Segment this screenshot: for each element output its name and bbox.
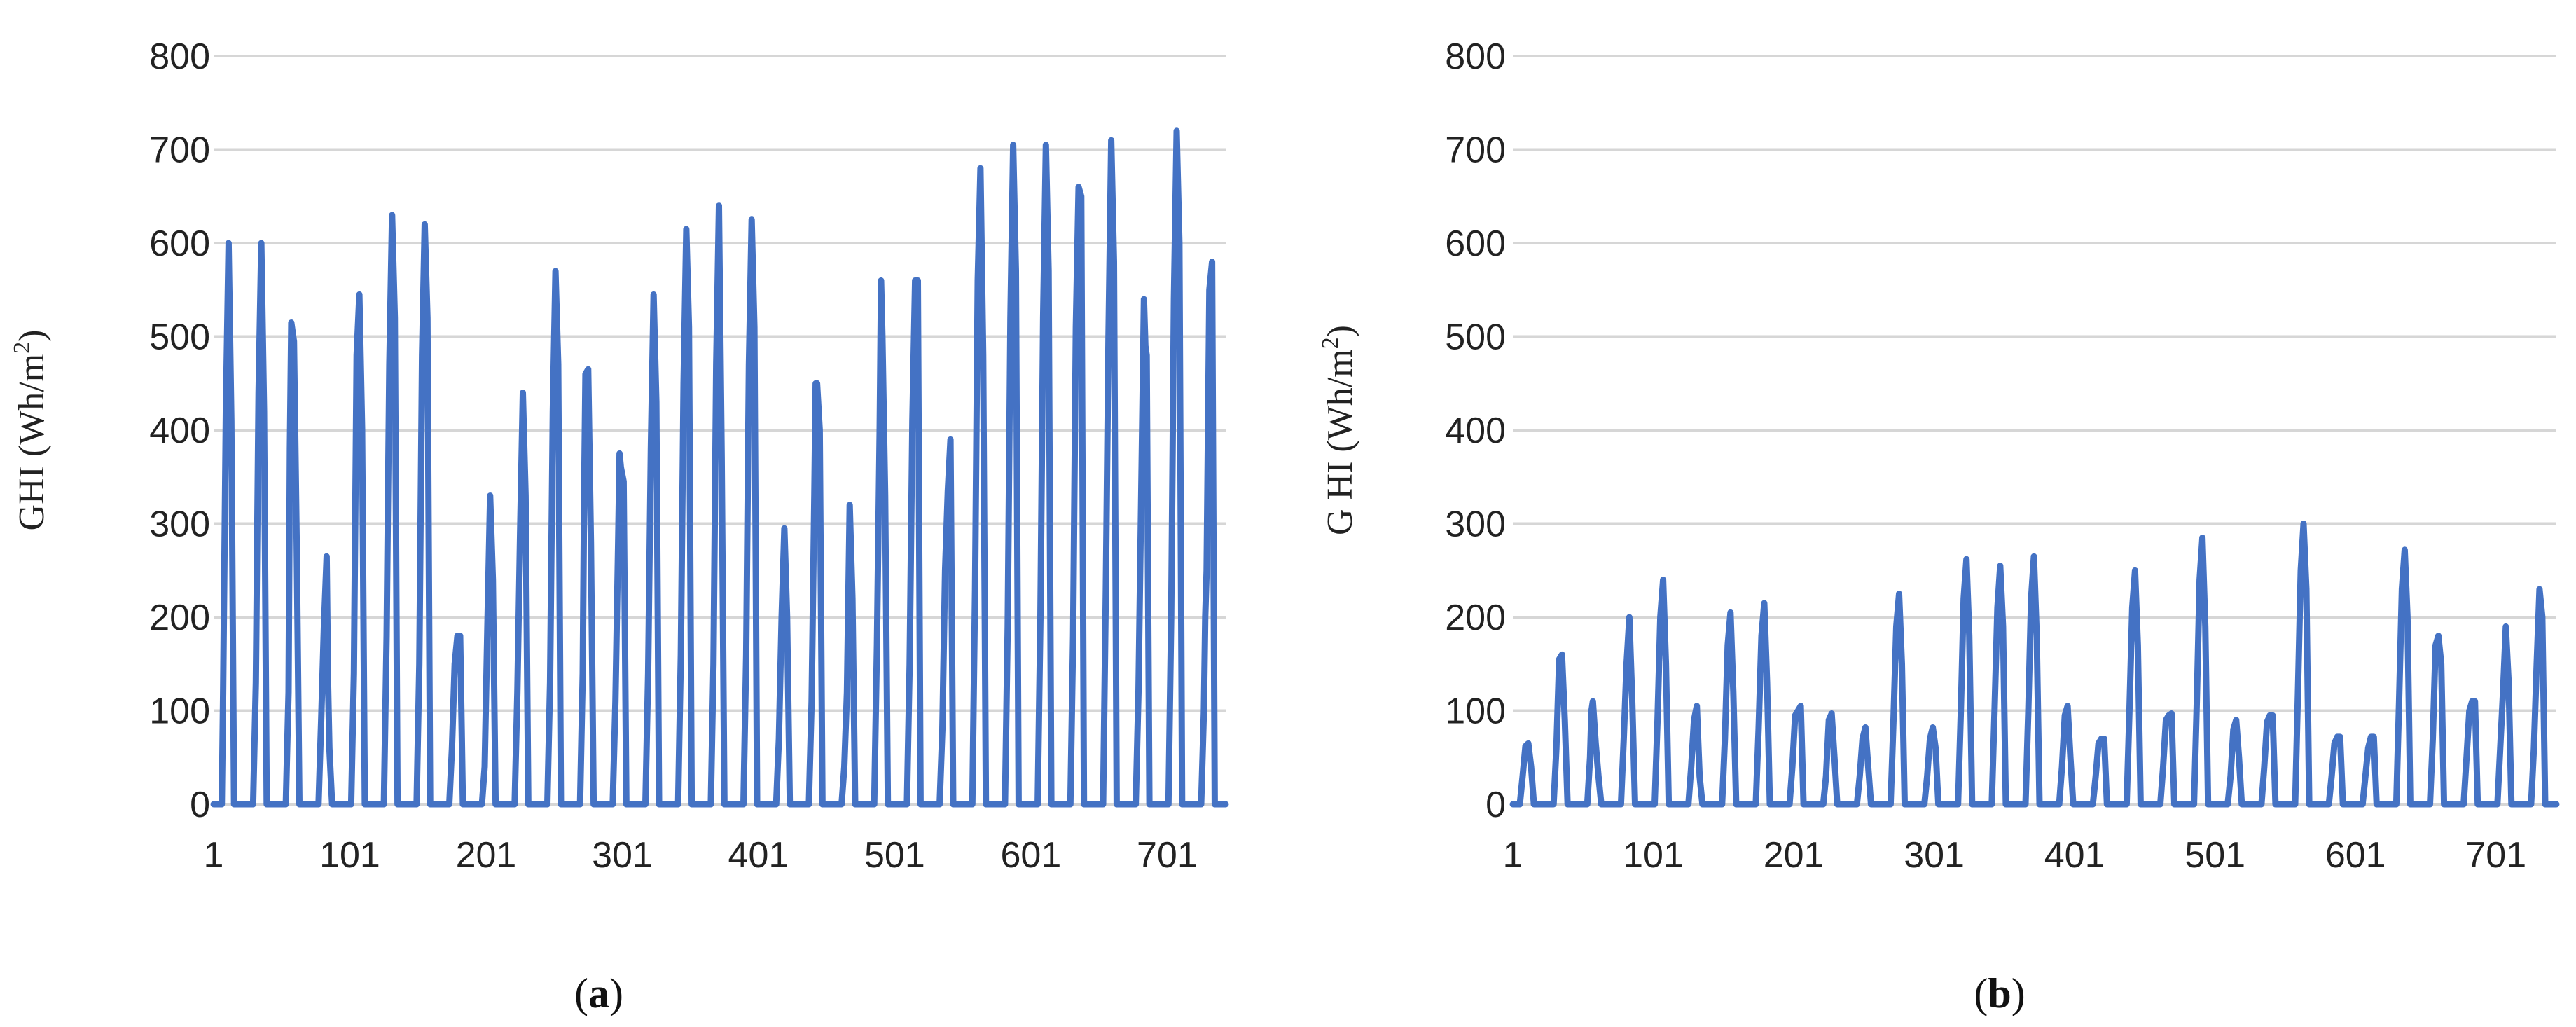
x-tick-label: 1 <box>1503 835 1523 876</box>
panel-label-letter: b <box>1988 970 2011 1016</box>
panel-label-close: ) <box>609 970 623 1016</box>
x-tick-label: 501 <box>2184 835 2245 876</box>
series-line <box>1509 521 2560 808</box>
y-tick-label: 700 <box>149 130 210 171</box>
panel-label: (a) <box>574 970 623 1016</box>
y-tick-label: 500 <box>149 317 210 358</box>
chart-panel-a: 0 100 200 300 400 500 600 700 800 1 101 201 301 401 50… <box>9 36 1229 1016</box>
y-axis-title: GHI (Wh/m2) <box>9 329 52 530</box>
y-axis-title: G HI (Wh/m2) <box>1317 325 1360 535</box>
x-tick-label: 601 <box>2325 835 2386 876</box>
y-axis-title-superscript: 2 <box>1317 337 1343 349</box>
y-tick-label: 100 <box>149 691 210 732</box>
x-tick-label: 601 <box>1001 835 1062 876</box>
y-axis-title-text: GHI (Wh/m <box>12 354 52 531</box>
panel-label-letter: a <box>588 970 609 1016</box>
y-tick-label: 300 <box>149 504 210 545</box>
x-tick-label: 301 <box>1904 835 1965 876</box>
y-tick-label: 100 <box>1445 691 1506 732</box>
y-tick-label: 800 <box>1445 36 1506 77</box>
y-tick-label: 0 <box>190 785 210 825</box>
y-tick-label: 0 <box>1486 785 1506 825</box>
y-tick-label: 800 <box>149 36 210 77</box>
x-tick-label: 101 <box>319 835 380 876</box>
y-tick-label: 600 <box>1445 223 1506 264</box>
y-tick-label: 200 <box>1445 598 1506 638</box>
y-axis-title-close: ) <box>1320 325 1360 337</box>
y-axis-title-text: G HI (Wh/m <box>1320 349 1360 535</box>
y-tick-label: 700 <box>1445 130 1506 171</box>
y-tick-label: 200 <box>149 598 210 638</box>
x-tick-label: 1 <box>204 835 224 876</box>
x-tick-label: 701 <box>1137 835 1198 876</box>
panel-label-open: ( <box>1974 970 1988 1016</box>
y-tick-label: 400 <box>1445 411 1506 451</box>
x-tick-label: 501 <box>864 835 925 876</box>
x-tick-label: 101 <box>1623 835 1684 876</box>
y-tick-label: 500 <box>1445 317 1506 358</box>
x-tick-label: 201 <box>456 835 517 876</box>
y-tick-label: 600 <box>149 223 210 264</box>
series-line <box>210 127 1229 808</box>
x-tick-label: 401 <box>2044 835 2105 876</box>
x-tick-label: 201 <box>1764 835 1824 876</box>
panel-label: (b) <box>1974 970 2025 1016</box>
chart-panel-b: 0 100 200 300 400 500 600 700 800 1 101 201 301 401 50… <box>1317 36 2560 1016</box>
x-tick-label: 301 <box>592 835 653 876</box>
x-tick-label: 701 <box>2465 835 2526 876</box>
x-tick-label: 401 <box>728 835 789 876</box>
y-tick-label: 400 <box>149 411 210 451</box>
panel-label-close: ) <box>2011 970 2026 1016</box>
panel-label-open: ( <box>574 970 588 1016</box>
y-tick-label: 300 <box>1445 504 1506 545</box>
y-axis-title-close: ) <box>12 329 52 341</box>
y-axis-title-superscript: 2 <box>9 342 35 354</box>
